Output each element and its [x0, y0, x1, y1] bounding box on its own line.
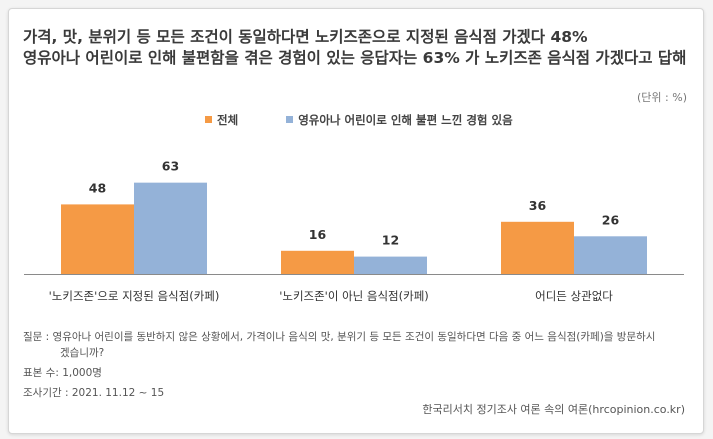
category-label-1: '노키즈존'이 아닌 음식점(카페)	[279, 289, 429, 303]
data-label-s0-c0: 48	[89, 180, 106, 195]
bar-s1-c2	[574, 236, 647, 274]
title-line-1: 가격, 맛, 분위기 등 모든 조건이 동일하다면 노키즈존으로 지정된 음식점…	[23, 28, 588, 46]
sample-size: 표본 수: 1,000명	[23, 367, 102, 379]
category-label-0: '노키즈존'으로 지정된 음식점(카페)	[49, 289, 220, 303]
legend-swatch-total	[205, 116, 212, 123]
legend-item-experienced: 영유아나 어린이로 인해 불편 느낀 경험 있음	[286, 112, 513, 128]
bar-s0-c1	[281, 250, 354, 274]
bar-chart: 48 63 '노키즈존'으로 지정된 음식점(카페) 16 12 '노키즈존'이 아닌 음…	[24, 159, 684, 303]
bar-s1-c1	[354, 256, 427, 274]
legend-label-experienced: 영유아나 어린이로 인해 불편 느낀 경험 있음	[298, 113, 513, 127]
title-line-2: 영유아나 어린이로 인해 불편함을 겪은 경험이 있는 응답자는 63% 가 노…	[23, 49, 687, 67]
legend-item-total: 전체	[205, 112, 238, 128]
data-label-s0-c1: 16	[309, 227, 327, 242]
chart-card: 가격, 맛, 분위기 등 모든 조건이 동일하다면 노키즈존으로 지정된 음식점…	[8, 8, 704, 434]
category-label-2: 어디든 상관없다	[535, 289, 613, 303]
chart-legend: 전체 영유아나 어린이로 인해 불편 느낀 경험 있음	[205, 112, 557, 128]
unit-label: (단위 : %)	[637, 91, 687, 104]
source-credit: 한국리서치 정기조사 여론 속의 여론(hrcopinion.co.kr)	[422, 403, 685, 416]
bar-s0-c0	[61, 204, 134, 274]
survey-question: 질문 : 영유아나 어린이를 동반하지 않은 상황에서, 가격이나 음식의 맛,…	[23, 331, 656, 359]
data-label-s1-c1: 12	[382, 233, 399, 248]
chart-title: 가격, 맛, 분위기 등 모든 조건이 동일하다면 노키즈존으로 지정된 음식점…	[23, 27, 693, 69]
survey-notes: 질문 : 영유아나 어린이를 동반하지 않은 상황에서, 가격이나 음식의 맛,…	[23, 329, 663, 405]
bar-s1-c0	[134, 182, 207, 274]
legend-label-total: 전체	[217, 113, 239, 127]
data-label-s1-c0: 63	[162, 159, 179, 174]
data-label-s1-c2: 26	[602, 212, 620, 227]
legend-swatch-experienced	[286, 116, 294, 123]
bar-s0-c2	[501, 221, 574, 274]
data-label-s0-c2: 36	[529, 198, 547, 213]
survey-period: 조사기간 : 2021. 11.12 ~ 15	[23, 387, 165, 399]
